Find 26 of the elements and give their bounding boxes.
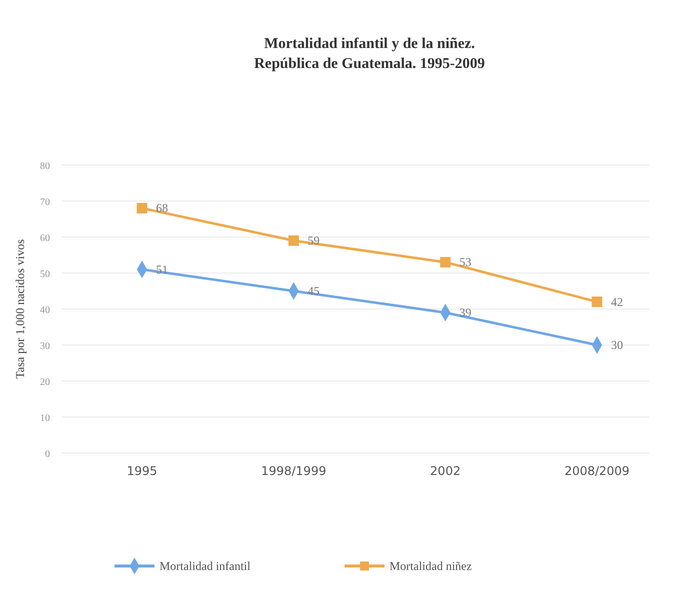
data-label: 30 bbox=[611, 338, 623, 352]
point bbox=[288, 235, 299, 246]
x-tick-label: 1995 bbox=[126, 464, 158, 478]
data-label: 39 bbox=[459, 306, 472, 320]
x-tick-label: 2008/2009 bbox=[564, 464, 630, 478]
y-tick-label: 80 bbox=[40, 161, 50, 172]
y-tick-label: 20 bbox=[40, 377, 50, 388]
data-label: 42 bbox=[611, 294, 623, 309]
y-tick-label: 0 bbox=[45, 449, 50, 460]
x-tick-label: 1998/1999 bbox=[261, 464, 326, 478]
y-tick-label: 10 bbox=[40, 413, 50, 424]
data-label: 68 bbox=[156, 201, 168, 216]
point bbox=[136, 202, 148, 214]
y-tick-label: 70 bbox=[40, 197, 50, 208]
point bbox=[440, 256, 451, 268]
point bbox=[592, 296, 602, 308]
data-label: 53 bbox=[459, 255, 472, 270]
y-tick-label: 60 bbox=[40, 233, 50, 244]
y-tick-label: 50 bbox=[40, 269, 50, 280]
x-tick-label: 2002 bbox=[430, 464, 461, 478]
y-tick-label: 40 bbox=[40, 305, 50, 316]
legend-label: Mortalidad infantil bbox=[160, 559, 252, 573]
y-axis-title: Tasa por 1,000 nacidos vivos bbox=[13, 238, 27, 379]
y-tick-label: 30 bbox=[40, 341, 50, 352]
chart-title: Mortalidad infantil y de la niñez. República de Guatemala. 1995-2009 bbox=[254, 36, 485, 72]
legend-label: Mortalidad niñez bbox=[390, 559, 472, 573]
